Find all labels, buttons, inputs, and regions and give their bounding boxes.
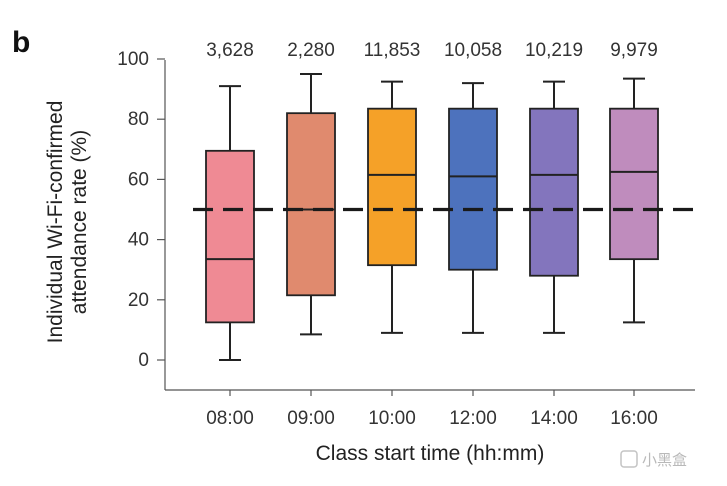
- y-tick-label: 40: [128, 230, 149, 251]
- y-tick-label: 100: [117, 49, 149, 70]
- count-label: 10,219: [525, 40, 583, 61]
- count-label: 10,058: [444, 40, 502, 61]
- interquartile-box: [205, 149, 255, 324]
- count-label: 11,853: [364, 40, 421, 61]
- y-tick-label: 0: [138, 350, 149, 371]
- y-axis-title: Individual Wi-Fi-confirmed attendance ra…: [44, 101, 91, 344]
- box-1000: [367, 80, 417, 334]
- interquartile-box: [529, 107, 579, 277]
- interquartile-box: [286, 112, 336, 297]
- box-1600: [609, 77, 659, 324]
- interquartile-box: [367, 107, 417, 267]
- count-label: 2,280: [287, 40, 335, 61]
- x-tick-label: 10:00: [368, 408, 416, 429]
- x-axis-ticks: 08:00 09:00 10:00 12:00 14:00 16:00: [206, 390, 658, 429]
- x-tick-label: 14:00: [530, 408, 578, 429]
- box-1200: [448, 82, 498, 334]
- y-axis-ticks: 0 20 40 60 80 100: [117, 49, 165, 371]
- box-1400: [529, 80, 579, 334]
- y-tick-label: 80: [128, 109, 149, 130]
- count-label: 3,628: [206, 40, 254, 61]
- interquartile-box: [609, 107, 659, 261]
- x-axis-title: Class start time (hh:mm): [316, 442, 545, 465]
- y-axis-title-line-2: attendance rate (%): [68, 130, 91, 314]
- interquartile-box: [448, 107, 498, 271]
- sample-counts: 3,628 2,280 11,853 10,058 10,219 9,979: [206, 40, 658, 61]
- count-label: 9,979: [610, 40, 658, 61]
- boxes: [205, 73, 659, 361]
- watermark-icon: [620, 450, 638, 468]
- y-tick-label: 60: [128, 169, 149, 190]
- box-0800: [205, 85, 255, 361]
- x-tick-label: 09:00: [287, 408, 335, 429]
- watermark-text: 小黑盒: [642, 452, 687, 469]
- panel-label: b: [12, 26, 30, 59]
- y-tick-label: 20: [128, 290, 149, 311]
- axes: [164, 60, 695, 391]
- y-axis-title-line-1: Individual Wi-Fi-confirmed: [44, 101, 67, 344]
- x-tick-label: 16:00: [610, 408, 658, 429]
- box-0900: [286, 73, 336, 336]
- x-tick-label: 12:00: [449, 408, 497, 429]
- x-tick-label: 08:00: [206, 408, 254, 429]
- watermark: 小黑盒: [620, 450, 687, 469]
